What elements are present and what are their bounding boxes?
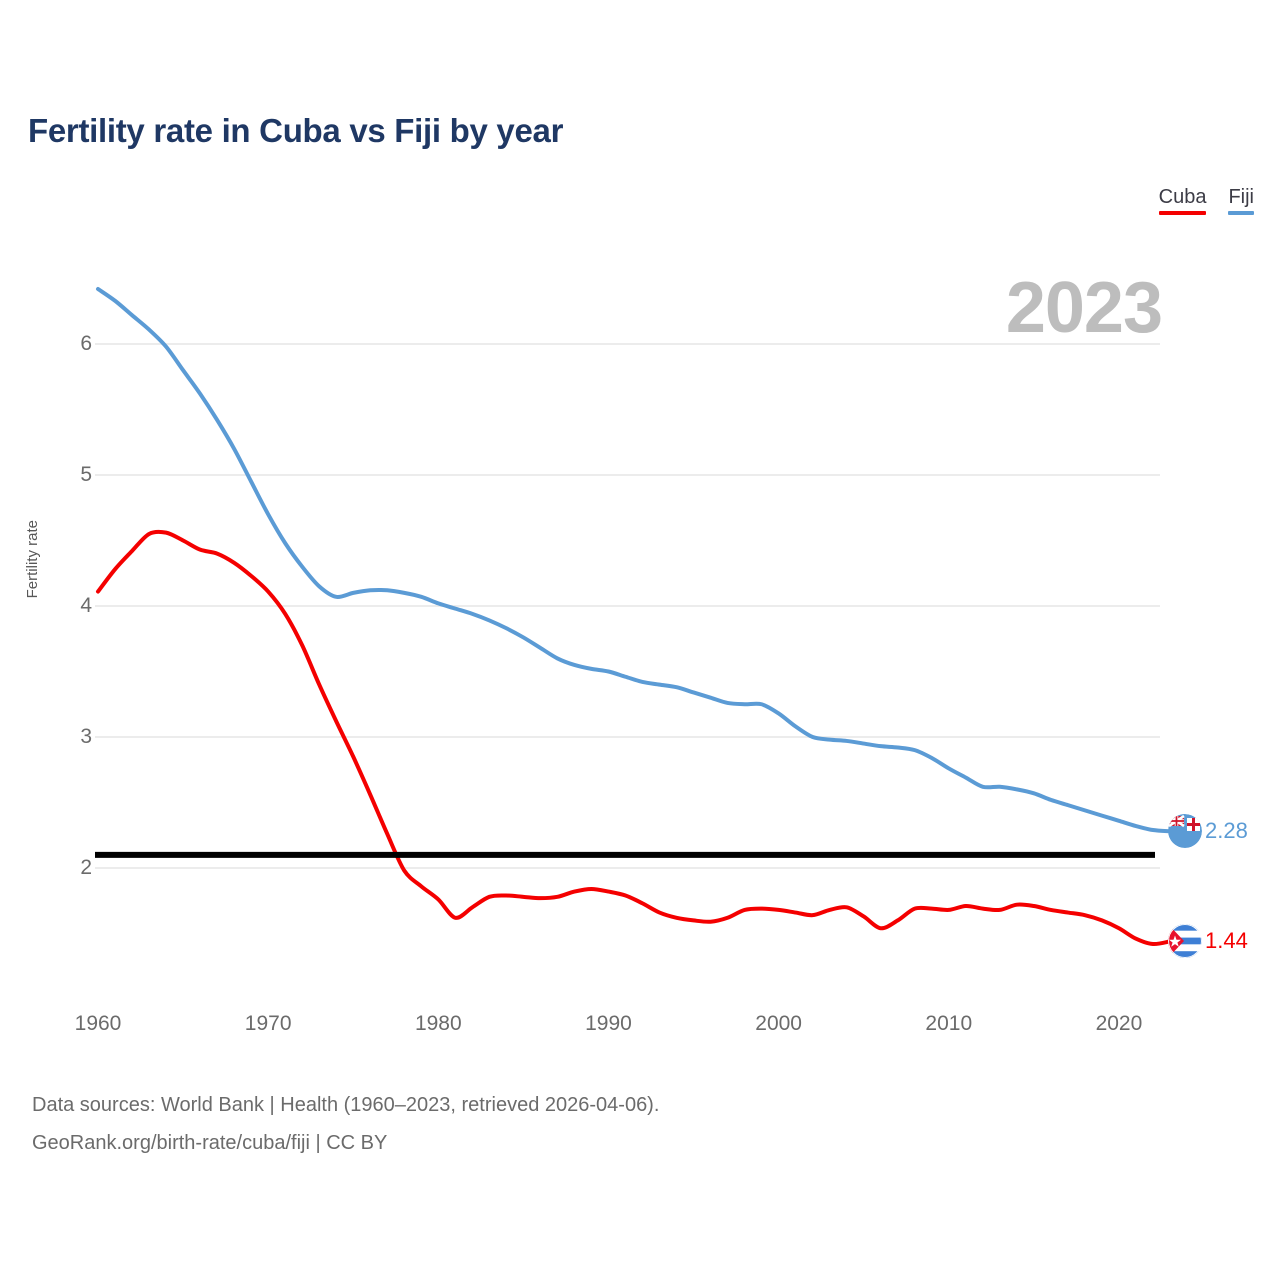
footer-sources: Data sources: World Bank | Health (1960–… <box>32 1086 659 1162</box>
y-tick-4: 4 <box>80 594 92 617</box>
endpoint-value-fiji: 2.28 <box>1205 818 1248 844</box>
endpoint-value-cuba: 1.44 <box>1205 928 1248 954</box>
legend-item-cuba[interactable]: Cuba <box>1158 186 1207 215</box>
series-line-cuba <box>96 529 1172 946</box>
x-tick-1980: 1980 <box>414 1012 462 1035</box>
x-tick-1960: 1960 <box>74 1012 122 1035</box>
fiji-flag-icon <box>1168 814 1202 849</box>
year-watermark: 2023 <box>1005 268 1163 348</box>
footer-line-1: Data sources: World Bank | Health (1960–… <box>32 1094 660 1116</box>
legend-swatch-cuba <box>1158 211 1207 215</box>
y-tick-3: 3 <box>80 725 92 748</box>
legend-item-fiji[interactable]: Fiji <box>1228 186 1254 215</box>
y-tick-5: 5 <box>80 463 92 486</box>
y-tick-6: 6 <box>80 332 92 355</box>
x-tick-1990: 1990 <box>585 1012 632 1035</box>
page-title: Fertility rate in Cuba vs Fiji by year <box>28 112 564 149</box>
gridlines <box>95 343 1160 869</box>
series-line-fiji <box>96 286 1172 834</box>
x-tick-2000: 2000 <box>755 1012 802 1035</box>
legend-label-cuba: Cuba <box>1158 186 1207 208</box>
x-tick-1970: 1970 <box>244 1012 292 1035</box>
cuba-flag-icon <box>1168 924 1202 959</box>
x-tick-2020: 2020 <box>1095 1012 1143 1035</box>
x-tick-2010: 2010 <box>925 1012 973 1035</box>
legend-label-fiji: Fiji <box>1228 186 1254 208</box>
chart-legend: Cuba Fiji <box>1158 186 1254 215</box>
y-tick-2: 2 <box>80 856 92 879</box>
footer-line-2: GeoRank.org/birth-rate/cuba/fiji | CC BY <box>32 1132 388 1154</box>
legend-swatch-fiji <box>1228 211 1254 215</box>
